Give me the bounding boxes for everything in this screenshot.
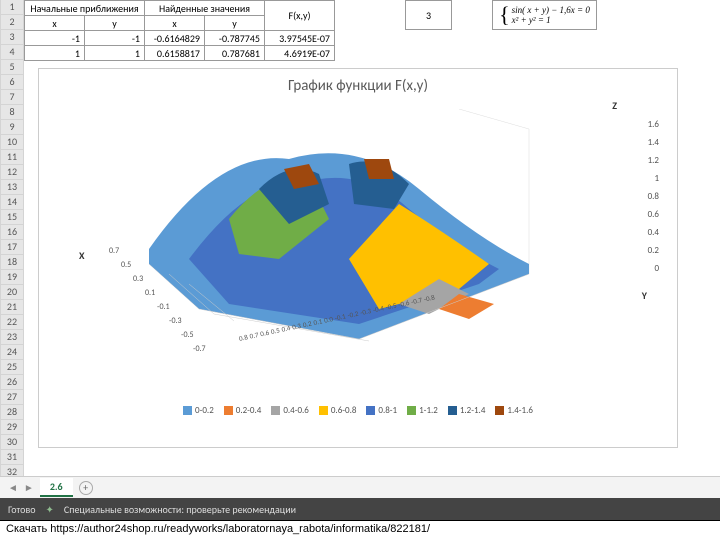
row-header[interactable]: 29 [0, 420, 24, 435]
tab-active[interactable]: 2.6 [40, 478, 73, 497]
row-header[interactable]: 14 [0, 195, 24, 210]
row-header[interactable]: 11 [0, 150, 24, 165]
row-header[interactable]: 23 [0, 330, 24, 345]
row-header[interactable]: 22 [0, 315, 24, 330]
sub-x2: x [145, 16, 205, 31]
hdr-initial: Начальные приближения [25, 1, 145, 16]
row-header[interactable]: 25 [0, 360, 24, 375]
row-header[interactable]: 3 [0, 30, 24, 45]
y-axis-label: Y [642, 289, 647, 302]
tab-add-button[interactable]: + [79, 481, 93, 495]
row-header[interactable]: 20 [0, 285, 24, 300]
sheet-tabs[interactable]: ◄ ► 2.6 + [0, 476, 720, 498]
status-bar: Готово ✦ Специальные возможности: провер… [0, 498, 720, 520]
row-header[interactable]: 5 [0, 60, 24, 75]
bottom-bars: ◄ ► 2.6 + Готово ✦ Специальные возможнос… [0, 476, 720, 520]
legend-item: 0.4-0.6 [271, 405, 309, 416]
chart-title: График функции F(x,y) [39, 69, 677, 99]
chart-legend: 0-0.2 0.2-0.4 0.4-0.6 0.6-0.8 0.8-1 1-1.2 1.2-… [39, 399, 677, 422]
row-header[interactable]: 7 [0, 90, 24, 105]
iterations-cell[interactable]: 3 [405, 0, 452, 30]
hdr-found: Найденные значения [145, 1, 265, 16]
table-row[interactable]: 1 1 0.6158817 0.787681 4.6919E-07 [25, 46, 335, 61]
row-header[interactable]: 9 [0, 120, 24, 135]
z-axis-label: Z [612, 99, 617, 112]
data-table[interactable]: Начальные приближения Найденные значения… [24, 0, 335, 61]
legend-item: 0-0.2 [183, 405, 214, 416]
legend-item: 0.6-0.8 [319, 405, 357, 416]
formula-line1: sin( x + y) − 1,6x = 0 [512, 5, 590, 15]
surface-chart[interactable]: График функции F(x,y) X Y Z 1.61.41.210.… [38, 68, 678, 448]
sub-x1: x [25, 16, 85, 31]
sub-y2: y [205, 16, 265, 31]
spreadsheet: 1234567891011121314151617181920212223242… [0, 0, 720, 540]
row-header[interactable]: 8 [0, 105, 24, 120]
x-axis-label: X [79, 249, 85, 262]
row-header[interactable]: 27 [0, 390, 24, 405]
row-header[interactable]: 16 [0, 225, 24, 240]
sub-y1: y [85, 16, 145, 31]
row-header[interactable]: 17 [0, 240, 24, 255]
tab-next-icon[interactable]: ► [24, 481, 34, 494]
surface-plot [99, 109, 579, 379]
chart-body: X Y Z 1.61.41.210.80.60.40.20 [39, 99, 677, 399]
row-header[interactable]: 30 [0, 435, 24, 450]
accessibility-icon[interactable]: ✦ [46, 503, 54, 516]
row-header[interactable]: 26 [0, 375, 24, 390]
top-tables: Начальные приближения Найденные значения… [24, 0, 720, 61]
row-header[interactable]: 24 [0, 345, 24, 360]
grid[interactable]: Начальные приближения Найденные значения… [24, 0, 720, 61]
table-row[interactable]: -1 -1 -0.6164829 -0.787745 3.97545E-07 [25, 31, 335, 46]
hdr-fxy: F(x,y) [265, 1, 335, 31]
legend-item: 1-1.2 [407, 405, 438, 416]
row-header[interactable]: 18 [0, 255, 24, 270]
legend-item: 0.2-0.4 [224, 405, 262, 416]
footer-link[interactable]: Скачать https://author24shop.ru/readywor… [0, 520, 720, 540]
row-header[interactable]: 31 [0, 450, 24, 465]
tab-prev-icon[interactable]: ◄ [8, 481, 18, 494]
legend-item: 1.2-1.4 [448, 405, 486, 416]
formula-line2: x² + y² = 1 [512, 15, 590, 25]
row-header[interactable]: 2 [0, 15, 24, 30]
row-headers: 1234567891011121314151617181920212223242… [0, 0, 24, 480]
row-header[interactable]: 10 [0, 135, 24, 150]
legend-item: 1.4-1.6 [495, 405, 533, 416]
z-ticks: 1.61.41.210.80.60.40.20 [648, 119, 659, 281]
row-header[interactable]: 1 [0, 0, 24, 15]
row-header[interactable]: 28 [0, 405, 24, 420]
row-header[interactable]: 21 [0, 300, 24, 315]
row-header[interactable]: 19 [0, 270, 24, 285]
status-ready: Готово [8, 503, 36, 516]
row-header[interactable]: 15 [0, 210, 24, 225]
row-header[interactable]: 12 [0, 165, 24, 180]
x-ticks: 0.70.50.30.1-0.1-0.3-0.5-0.7 [109, 244, 122, 356]
status-accessibility[interactable]: Специальные возможности: проверьте реком… [64, 503, 296, 516]
row-header[interactable]: 13 [0, 180, 24, 195]
legend-item: 0.8-1 [366, 405, 397, 416]
row-header[interactable]: 6 [0, 75, 24, 90]
formula-cell[interactable]: { sin( x + y) − 1,6x = 0 x² + y² = 1 [492, 0, 597, 30]
row-header[interactable]: 4 [0, 45, 24, 60]
